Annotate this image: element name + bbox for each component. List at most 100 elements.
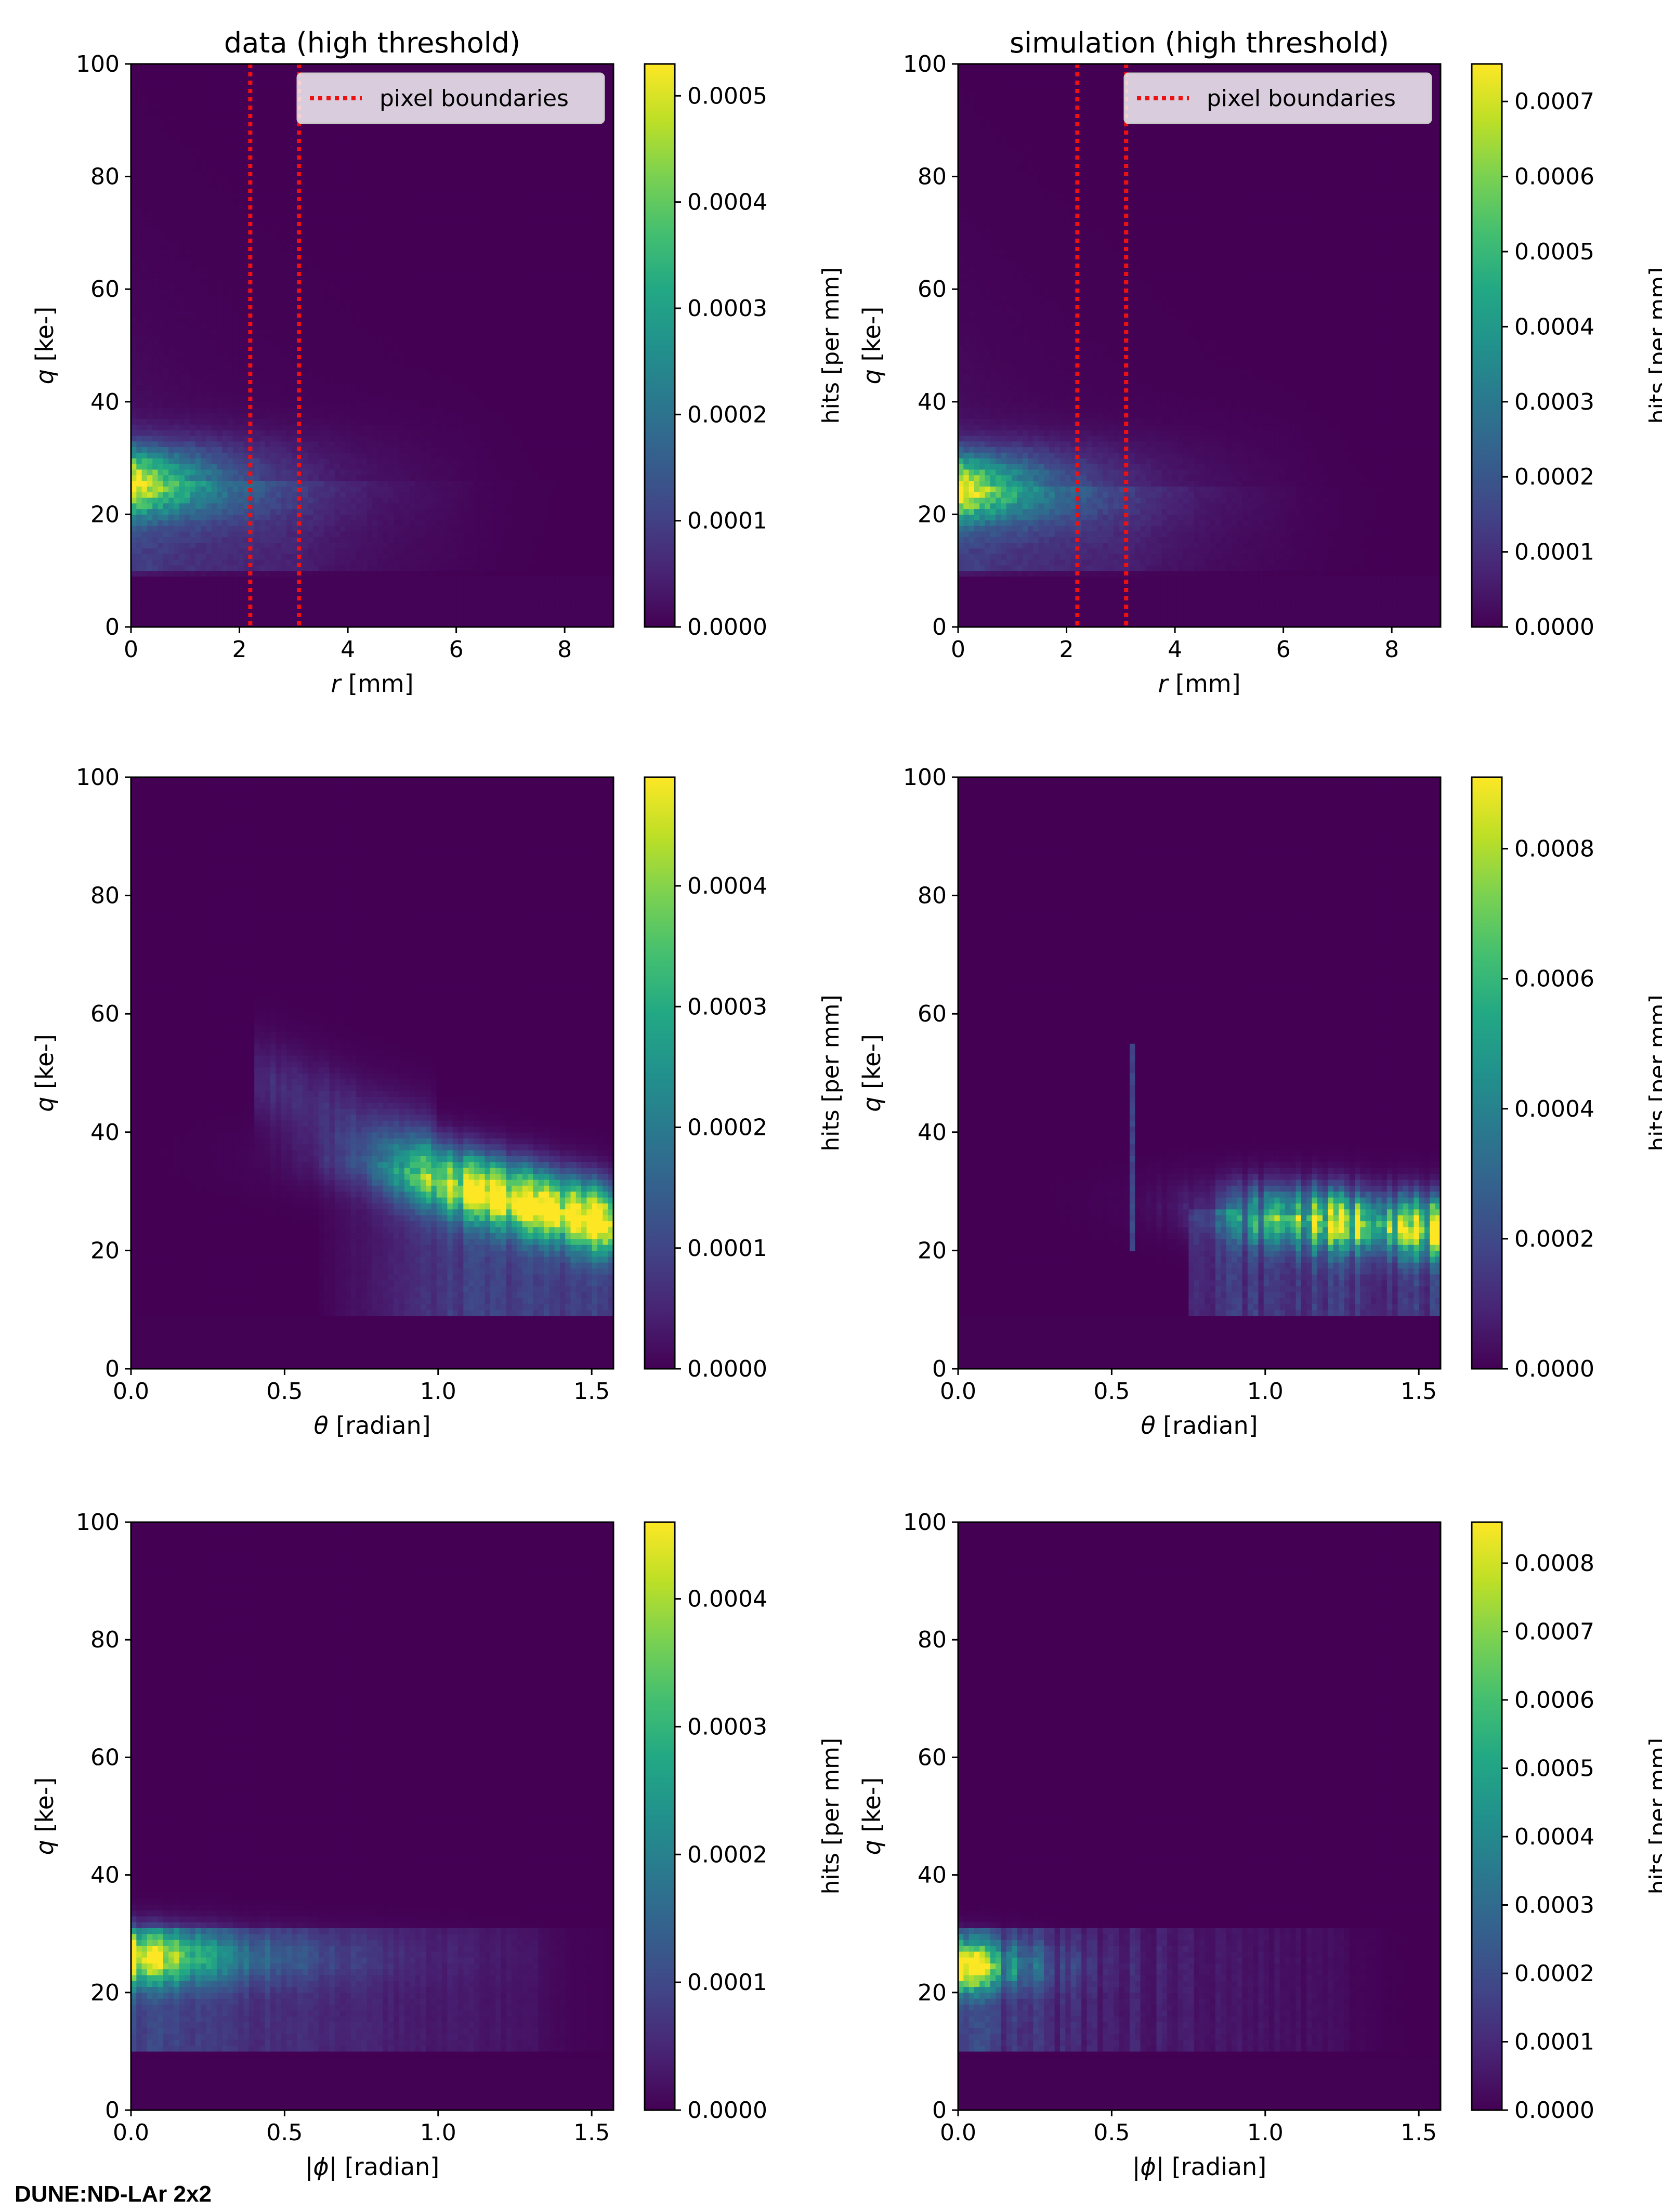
x-tick-label: 8 [557, 636, 572, 663]
dune-watermark: DUNE:ND-LAr 2x2 [15, 2181, 212, 2207]
x-axis-label: |ϕ| [radian] [305, 2153, 439, 2181]
y-tick-label: 0 [932, 614, 947, 640]
colorbar-tick-label: 0.0005 [1514, 239, 1594, 265]
colorbar: 0.00000.00010.00020.00030.00040.0005hits… [645, 64, 844, 640]
colorbar-tick-label: 0.0000 [687, 1356, 767, 1382]
colorbar-tick-label: 0.0002 [687, 401, 767, 428]
colorbar-label: hits [per mm] [1645, 994, 1662, 1151]
colorbar-tick-label: 0.0008 [1514, 836, 1594, 862]
y-tick-label: 60 [90, 1001, 120, 1027]
x-tick-label: 1.5 [1401, 2119, 1437, 2146]
x-tick-label: 0.5 [1093, 2119, 1130, 2146]
colorbar-tick-label: 0.0007 [1514, 1618, 1594, 1645]
x-tick-label: 0.5 [266, 2119, 303, 2146]
x-tick-label: 1.0 [1247, 2119, 1284, 2146]
colorbar-tick-label: 0.0005 [687, 83, 767, 109]
legend: pixel boundaries [297, 73, 604, 123]
y-axis-label: q [ke-] [858, 1777, 886, 1855]
y-axis-label: q [ke-] [858, 307, 886, 385]
y-tick-label: 0 [932, 1356, 947, 1382]
x-tick-label: 1.0 [1247, 1378, 1284, 1405]
x-tick-label: 6 [449, 636, 464, 663]
y-tick-label: 0 [105, 2097, 120, 2124]
colorbar-tick-label: 0.0002 [1514, 1960, 1594, 1987]
colorbar-tick-label: 0.0003 [687, 295, 767, 322]
x-tick-label: 0.5 [1093, 1378, 1130, 1405]
panel-title: data (high threshold) [224, 27, 520, 59]
colorbar-tick-label: 0.0002 [1514, 464, 1594, 490]
legend-label: pixel boundaries [1207, 85, 1396, 112]
y-tick-label: 40 [918, 1862, 947, 1889]
y-tick-label: 40 [90, 1862, 120, 1889]
colorbar-gradient [1472, 1522, 1502, 2110]
legend-label: pixel boundaries [379, 85, 569, 112]
y-tick-label: 40 [90, 1119, 120, 1146]
x-tick-label: 2 [232, 636, 247, 663]
y-tick-label: 40 [918, 1119, 947, 1146]
y-axis-label: q [ke-] [31, 307, 59, 385]
y-tick-label: 20 [90, 501, 120, 528]
y-tick-label: 80 [90, 164, 120, 190]
colorbar-tick-label: 0.0004 [1514, 313, 1594, 340]
y-tick-label: 100 [76, 764, 120, 791]
colorbar-tick-label: 0.0006 [1514, 164, 1594, 190]
heatmap-cells [958, 1522, 1441, 2111]
colorbar-tick-label: 0.0001 [687, 1235, 767, 1262]
y-tick-label: 60 [90, 1744, 120, 1771]
figure: 0 2 4 6 8020406080100r [mm]q [ke-]data (high… [0, 0, 1662, 2212]
y-tick-label: 20 [918, 1237, 947, 1264]
x-tick-label: 0 [951, 636, 965, 663]
y-tick-label: 100 [76, 1509, 120, 1536]
legend: pixel boundaries [1124, 73, 1431, 123]
panel-title: simulation (high threshold) [1010, 27, 1389, 59]
x-tick-label: 2 [1059, 636, 1074, 663]
colorbar-tick-label: 0.0004 [1514, 1824, 1594, 1850]
y-tick-label: 60 [918, 1744, 947, 1771]
colorbar-gradient [645, 777, 675, 1369]
x-tick-label: 1.0 [420, 1378, 456, 1405]
y-tick-label: 80 [918, 164, 947, 190]
colorbar-tick-label: 0.0004 [687, 189, 767, 216]
colorbar-tick-label: 0.0001 [1514, 539, 1594, 566]
y-tick-label: 20 [918, 1980, 947, 2006]
y-tick-label: 0 [932, 2097, 947, 2124]
colorbar: 0.00000.00010.00020.00030.00040.00050.00… [1472, 64, 1662, 640]
y-tick-label: 80 [90, 1627, 120, 1653]
colorbar-tick-label: 0.0002 [687, 1841, 767, 1868]
colorbar-tick-label: 0.0000 [1514, 614, 1594, 640]
y-tick-label: 100 [903, 1509, 947, 1536]
x-tick-label: 1.5 [573, 2119, 610, 2146]
heatmap-cells [958, 64, 1441, 627]
heatmap-cells [131, 64, 614, 627]
colorbar-label: hits [per mm] [818, 267, 844, 424]
colorbar-gradient [645, 1522, 675, 2110]
x-tick-label: 6 [1276, 636, 1291, 663]
x-axis-label: r [mm] [331, 670, 413, 698]
y-tick-label: 40 [918, 389, 947, 415]
colorbar-gradient [1472, 777, 1502, 1369]
x-axis-label: r [mm] [1158, 670, 1240, 698]
x-tick-label: 8 [1384, 636, 1399, 663]
y-tick-label: 100 [903, 51, 947, 77]
colorbar-tick-label: 0.0000 [687, 2097, 767, 2124]
colorbar-gradient [645, 64, 675, 627]
y-tick-label: 100 [903, 764, 947, 791]
colorbar-tick-label: 0.0001 [687, 508, 767, 534]
y-tick-label: 80 [918, 883, 947, 909]
x-tick-label: 1.5 [573, 1378, 610, 1405]
colorbar-tick-label: 0.0004 [1514, 1096, 1594, 1122]
colorbar-tick-label: 0.0006 [1514, 966, 1594, 992]
x-axis-label: θ [radian] [313, 1411, 430, 1439]
y-axis-label: q [ke-] [31, 1034, 59, 1112]
colorbar-gradient [1472, 64, 1502, 627]
x-axis-label: |ϕ| [radian] [1132, 2153, 1266, 2181]
colorbar-tick-label: 0.0003 [1514, 1892, 1594, 1918]
x-tick-label: 0 [124, 636, 138, 663]
